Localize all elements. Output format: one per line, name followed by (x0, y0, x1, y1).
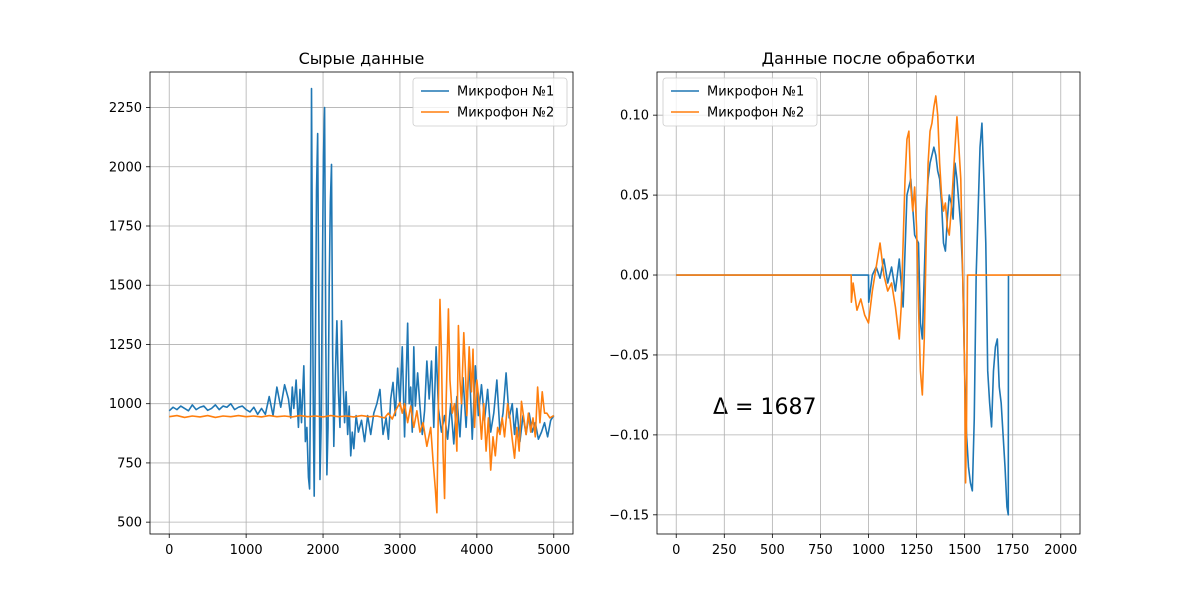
x-tick-label: 2000 (1044, 543, 1077, 558)
raw-data-chart: Сырые данные 0 1000 2000 3000 4000 5000 500 750… (109, 49, 574, 558)
y-tick-label: 1500 (109, 279, 142, 294)
x-tick-label: 1000 (852, 543, 885, 558)
processed-data-chart: Данные после обработки Δ = 1687 0 250 500 7… (609, 49, 1081, 558)
y-tick-label: 1250 (109, 338, 142, 353)
series-lines (676, 95, 1061, 516)
legend-label: Микрофон №2 (707, 106, 804, 121)
y-tick-label: −0.05 (609, 348, 649, 363)
chart-title: Сырые данные (299, 49, 425, 68)
x-tick-label: 500 (760, 543, 785, 558)
x-tick-label: 1000 (230, 543, 263, 558)
x-tick-label: 1750 (996, 543, 1029, 558)
x-tick-label: 3000 (383, 543, 416, 558)
legend: Микрофон №1 Микрофон №2 (662, 77, 818, 127)
legend-label: Микрофон №2 (457, 106, 554, 121)
x-tick-label: 1500 (948, 543, 981, 558)
chart-title: Данные после обработки (762, 49, 976, 68)
y-tick-label: 1000 (109, 397, 142, 412)
y-tick-label: 0.10 (620, 109, 649, 124)
y-tick-label: 2000 (109, 160, 142, 175)
series-line-1 (168, 87, 555, 497)
y-tick-label: 2250 (109, 101, 142, 116)
axes-frame (656, 71, 1081, 535)
y-tick-label: 1750 (109, 220, 142, 235)
legend: Микрофон №1 Микрофон №2 (412, 77, 568, 127)
x-tick-label: 2000 (306, 543, 339, 558)
x-tick-label: 4000 (460, 543, 493, 558)
axes-frame (149, 71, 574, 535)
y-tick-label: 0.05 (620, 189, 649, 204)
x-tick-label: 250 (712, 543, 737, 558)
legend-box (412, 77, 568, 127)
series-line-2 (169, 298, 555, 514)
x-tick-label: 0 (165, 543, 173, 558)
legend-label: Микрофон №1 (457, 85, 554, 100)
series-lines (168, 87, 555, 514)
x-tick-label: 5000 (537, 543, 570, 558)
y-tick-label: 500 (117, 516, 142, 531)
y-tick-label: −0.15 (609, 508, 649, 523)
x-tick-label: 750 (808, 543, 833, 558)
series-line-2 (676, 95, 1061, 484)
grid (657, 72, 1080, 534)
y-tick-label: −0.10 (609, 428, 649, 443)
y-tick-label: 0.00 (620, 269, 649, 284)
legend-label: Микрофон №1 (707, 85, 804, 100)
grid (150, 72, 573, 534)
x-tick-label: 0 (672, 543, 680, 558)
x-tick-label: 1250 (900, 543, 933, 558)
y-tick-label: 750 (117, 456, 142, 471)
delta-annotation: Δ = 1687 (713, 395, 816, 420)
legend-box (662, 77, 818, 127)
